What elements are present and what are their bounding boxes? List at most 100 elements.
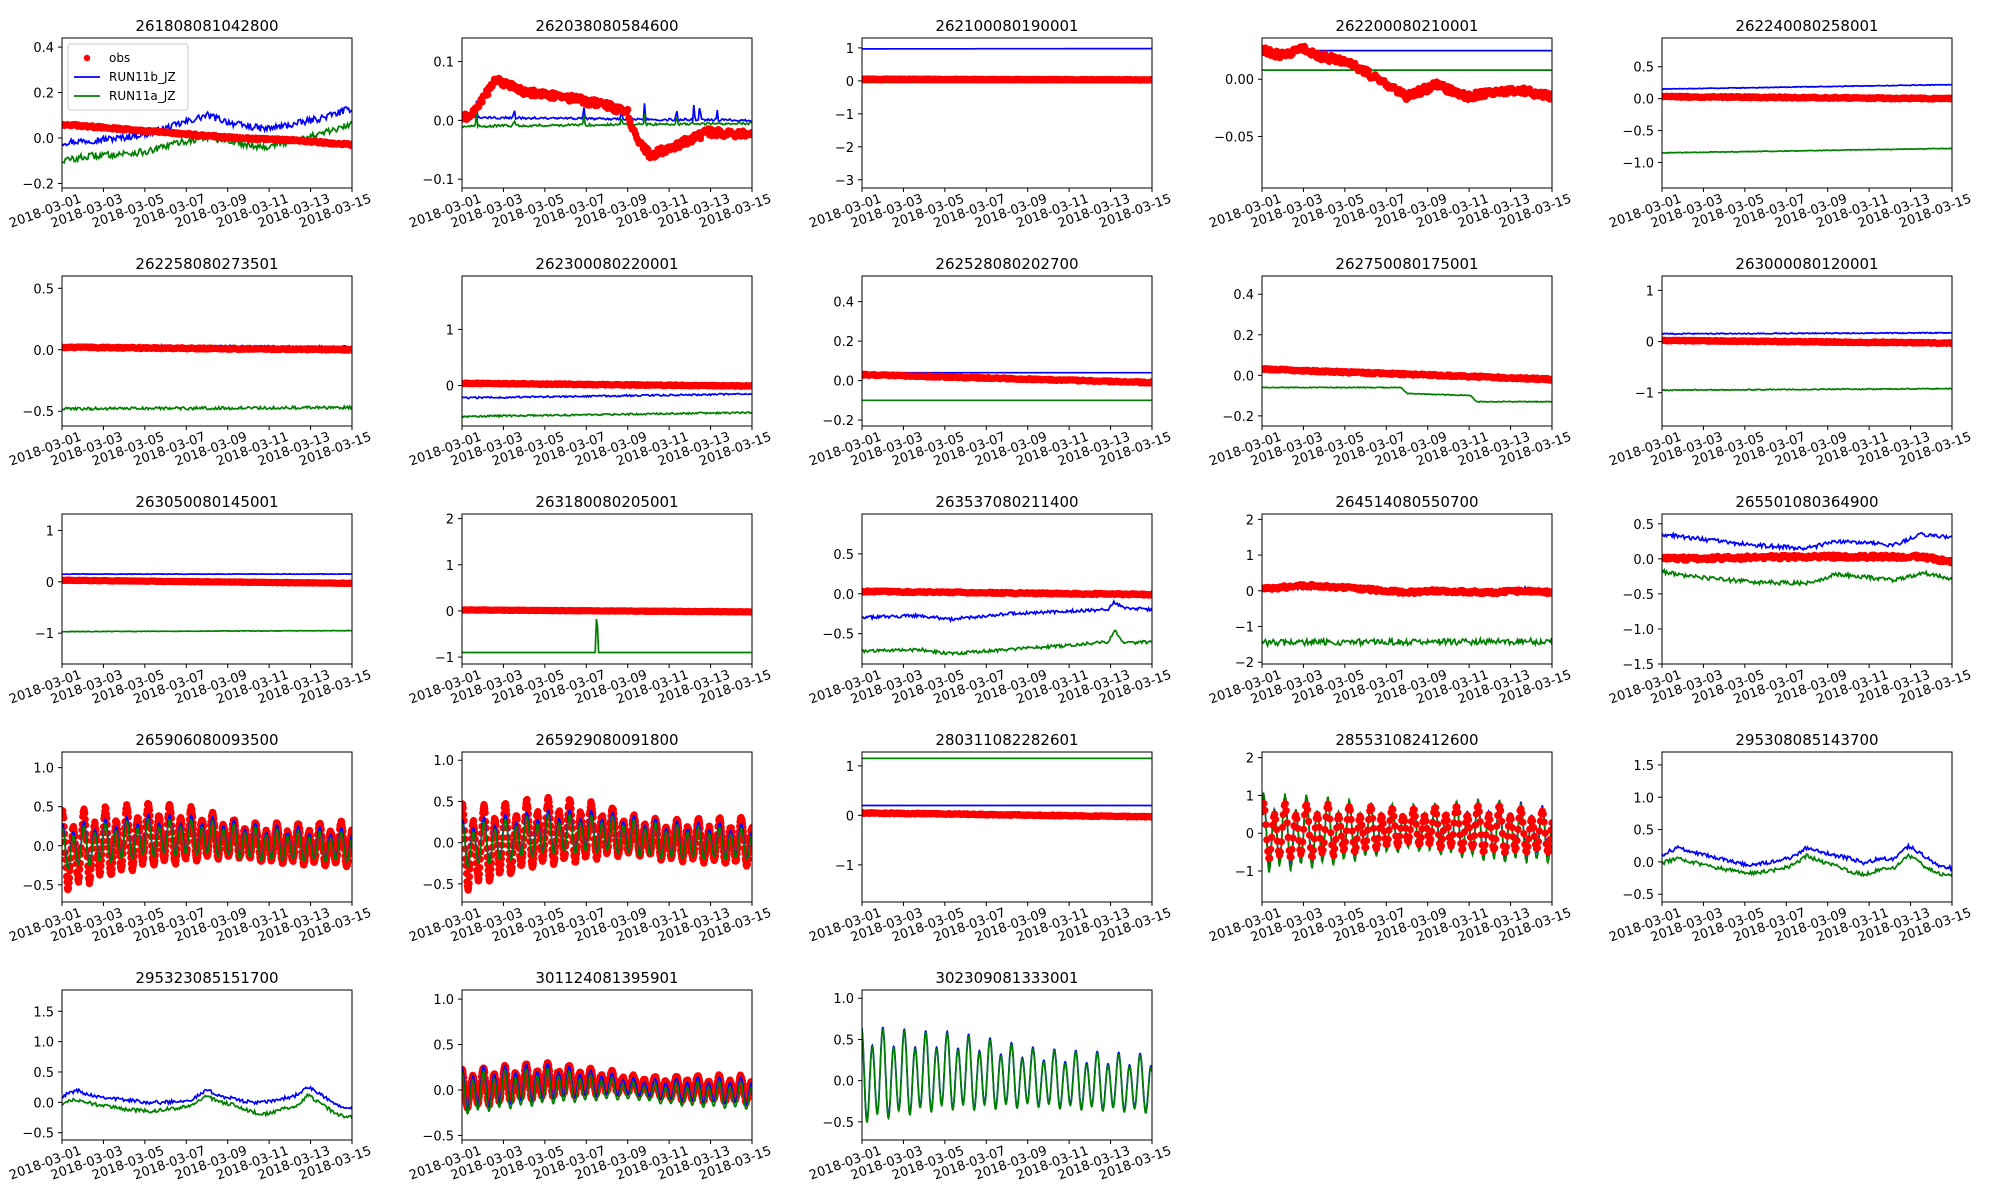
plot-area <box>462 379 752 419</box>
series-obs <box>62 576 352 588</box>
y-tick-label: 1 <box>1246 549 1254 564</box>
subplot-262300080220001: 262300080220001012018-03-012018-03-03201… <box>407 255 773 470</box>
subplot-title: 263000080120001 <box>1735 255 1878 273</box>
subplot-262038080584600: 262038080584600−0.10.00.12018-03-012018-… <box>407 17 773 232</box>
y-tick-label: 0.5 <box>33 282 54 297</box>
y-tick-label: 0 <box>46 576 54 591</box>
subplot-title: 264514080550700 <box>1335 493 1478 511</box>
subplot-262528080202700: 262528080202700−0.20.00.20.42018-03-0120… <box>807 255 1173 470</box>
y-tick-label: −1 <box>1635 387 1654 402</box>
series-obs <box>462 379 752 390</box>
obs-point <box>65 874 74 882</box>
y-tick-label: −2 <box>1235 656 1254 671</box>
subplot-263000080120001: 263000080120001−1012018-03-012018-03-032… <box>1607 255 1973 470</box>
subplot-title: 265501080364900 <box>1735 493 1878 511</box>
y-tick-label: −1 <box>1235 621 1254 636</box>
y-tick-label: −1 <box>835 108 854 123</box>
subplot-262200080210001: 262200080210001−0.050.002018-03-012018-0… <box>1207 17 1573 232</box>
obs-point <box>348 142 352 150</box>
subplot-title: 262750080175001 <box>1335 255 1478 273</box>
legend-label: obs <box>109 51 130 65</box>
legend-marker-obs <box>83 54 91 62</box>
legend-label: RUN11a_JZ <box>109 89 175 103</box>
y-tick-label: −0.2 <box>1222 410 1254 425</box>
series-RUN11a_JZ <box>62 404 352 412</box>
plot-area <box>1662 530 1952 587</box>
series-RUN11b_JZ <box>862 599 1152 624</box>
obs-point <box>1948 558 1952 566</box>
y-tick-label: −0.2 <box>22 177 54 192</box>
subplot-title: 262200080210001 <box>1335 17 1478 35</box>
y-tick-label: −0.05 <box>1214 130 1254 145</box>
series-RUN11a_JZ <box>462 410 752 419</box>
plot-area <box>862 47 1152 84</box>
y-tick-label: 1 <box>446 323 454 338</box>
y-tick-label: 0.0 <box>833 588 854 603</box>
axes-frame <box>1261 275 1553 427</box>
series-obs <box>462 606 752 616</box>
plot-area <box>1662 83 1952 155</box>
series-RUN11b_JZ <box>1662 83 1952 91</box>
obs-point <box>102 805 110 813</box>
axes-frame <box>1661 513 1953 665</box>
series-RUN11a_JZ <box>462 111 752 130</box>
obs-point <box>108 865 116 873</box>
y-tick-label: 0 <box>1646 336 1654 351</box>
subplot-title: 263180080205001 <box>535 493 678 511</box>
obs-point <box>81 809 89 817</box>
y-tick-label: −1 <box>35 627 54 642</box>
series-obs <box>1662 92 1952 103</box>
series-obs <box>462 74 752 162</box>
series-RUN11a_JZ <box>1662 147 1952 155</box>
subplot-265906080093500: 265906080093500−0.50.00.51.02018-03-0120… <box>7 731 373 946</box>
axes-frame <box>861 275 1153 427</box>
subplot-title: 265906080093500 <box>135 731 278 749</box>
axes-frame <box>461 275 753 427</box>
series-obs <box>62 799 352 894</box>
subplot-262100080190001: 262100080190001−3−2−1012018-03-012018-03… <box>807 17 1173 232</box>
obs-point <box>75 872 83 881</box>
obs-point <box>348 579 352 588</box>
y-tick-label: 0.2 <box>833 335 854 350</box>
plot-area <box>62 106 352 165</box>
plot-area <box>1262 580 1552 649</box>
obs-point <box>348 346 352 354</box>
obs-point <box>1548 92 1552 100</box>
plot-area <box>62 799 352 894</box>
obs-point <box>1148 76 1152 84</box>
obs-point <box>87 873 95 881</box>
axes-frame <box>461 513 753 665</box>
series-obs <box>1662 551 1952 567</box>
y-tick-label: −2 <box>835 141 854 156</box>
y-tick-label: 1 <box>846 42 854 57</box>
subplot-262240080258001: 262240080258001−1.0−0.50.00.52018-03-012… <box>1607 17 1973 232</box>
obs-point <box>1948 95 1952 103</box>
plot-area <box>462 74 752 162</box>
obs-point <box>151 857 159 865</box>
y-tick-label: −1.5 <box>1622 658 1654 673</box>
obs-point <box>1548 375 1552 383</box>
y-tick-label: 2 <box>1246 513 1254 528</box>
axes-frame <box>1661 37 1953 189</box>
y-tick-label: −0.5 <box>822 628 854 643</box>
plot-area <box>862 370 1152 402</box>
obs-point <box>484 91 492 99</box>
obs-point <box>1364 67 1372 75</box>
obs-point <box>1148 378 1152 386</box>
obs-point <box>748 608 752 616</box>
obs-point <box>130 858 138 866</box>
obs-point <box>65 884 73 892</box>
series-obs <box>862 587 1152 599</box>
subplot-title: 263050080145001 <box>135 493 278 511</box>
obs-point <box>97 862 105 870</box>
axes-frame <box>1261 37 1553 189</box>
series-RUN11b_JZ <box>462 392 752 400</box>
y-tick-label: 0.2 <box>1233 329 1254 344</box>
series-obs <box>862 75 1152 84</box>
plot-area <box>1662 331 1952 392</box>
series-RUN11b_JZ <box>1662 331 1952 336</box>
y-tick-label: 0.4 <box>1233 288 1254 303</box>
subplot-261808081042800: 261808081042800−0.20.00.20.42018-03-0120… <box>7 17 373 232</box>
